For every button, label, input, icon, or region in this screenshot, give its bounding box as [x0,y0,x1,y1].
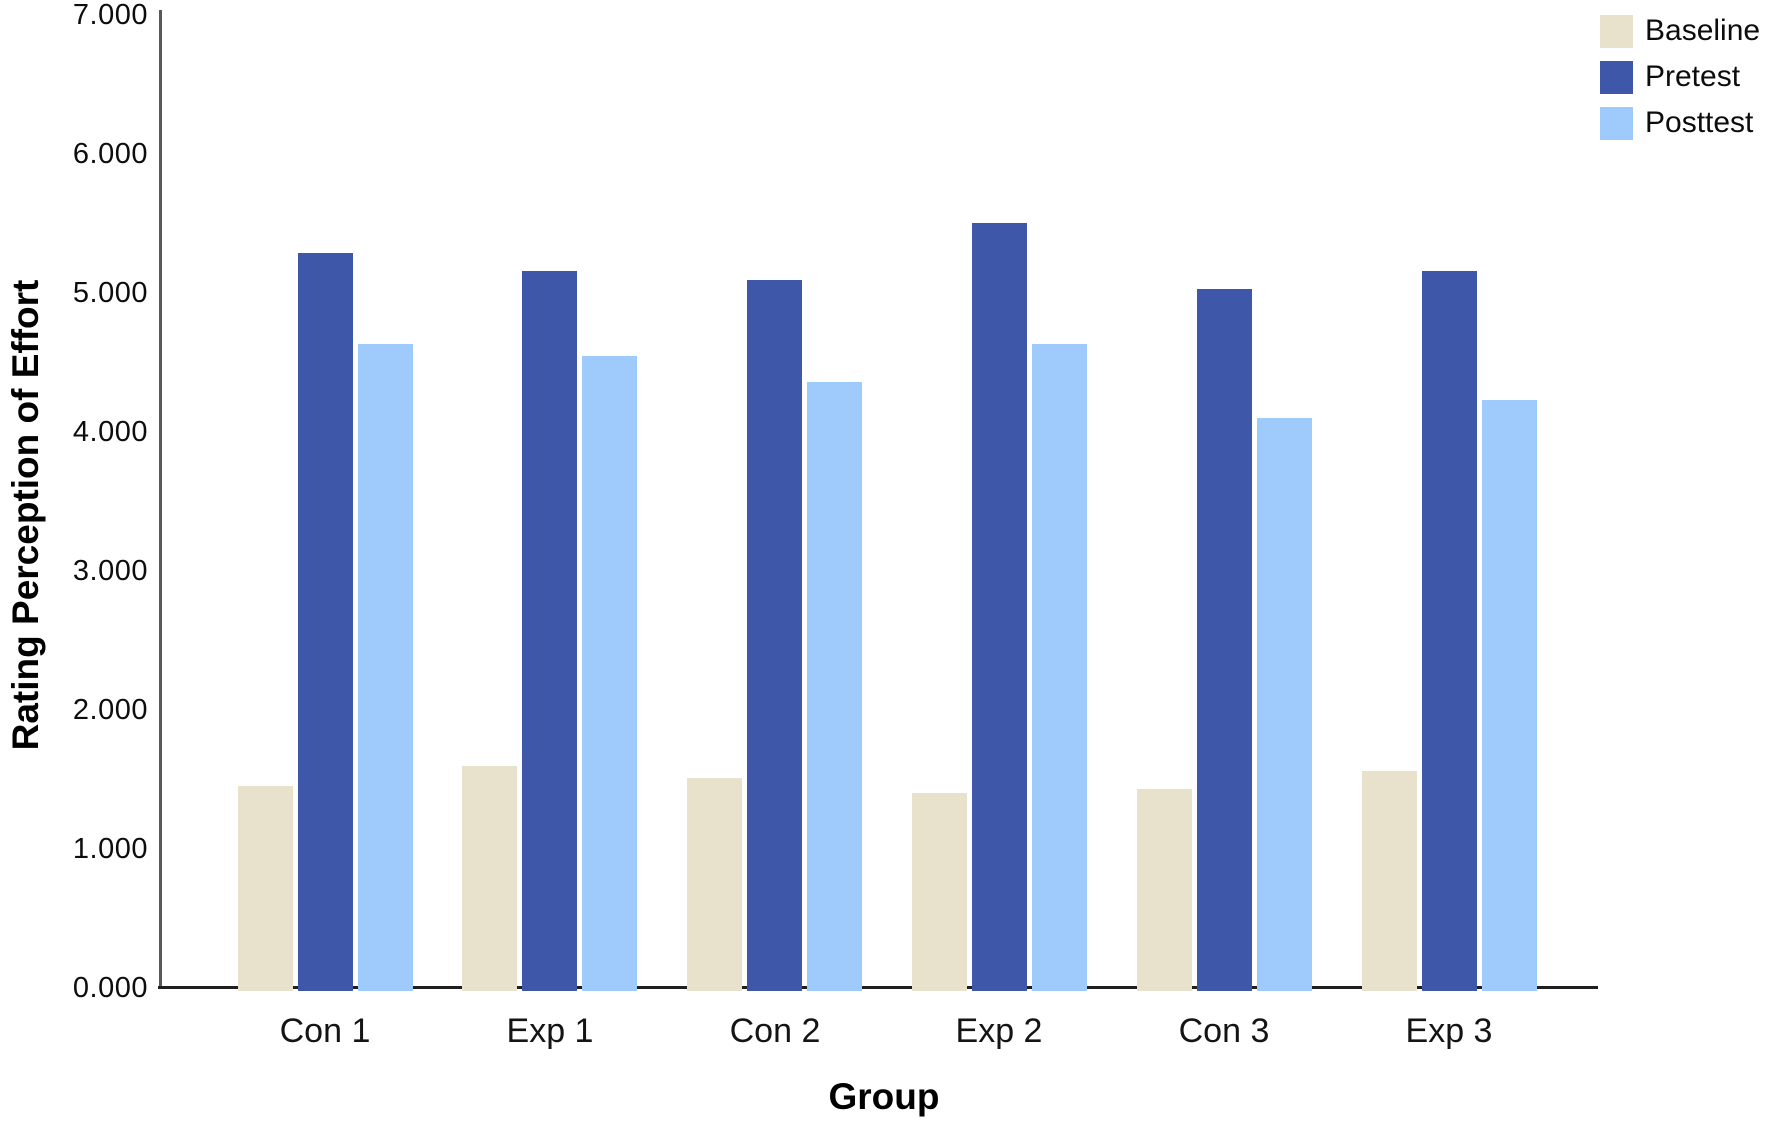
bar-posttest-exp-3 [1482,400,1537,991]
x-tick-label-exp-3: Exp 3 [1405,1012,1493,1050]
bar-posttest-con-1 [358,344,413,991]
bar-pretest-con-3 [1197,289,1252,991]
x-axis-line [158,986,1598,989]
x-axis-title: Group [828,1076,940,1117]
bar-pretest-con-1 [298,253,353,991]
y-tick-label-1.000: 1.000 [72,833,148,865]
bar-posttest-con-2 [807,382,862,991]
legend-item-posttest: Posttest [1600,106,1760,140]
legend: Baseline Pretest Posttest [1600,14,1760,152]
y-tick-label-7.000: 7.000 [72,0,148,31]
y-tick-label-0.000: 0.000 [72,972,148,1004]
y-tick-label-5.000: 5.000 [72,277,148,309]
legend-swatch-posttest [1600,106,1633,140]
bar-baseline-con-3 [1137,789,1192,991]
bar-baseline-con-1 [238,786,293,991]
legend-swatch-pretest [1600,60,1633,94]
x-tick-label-exp-1: Exp 1 [506,1012,594,1050]
legend-swatch-baseline [1600,14,1633,48]
bar-posttest-exp-1 [582,356,637,991]
legend-label-posttest: Posttest [1645,106,1754,139]
legend-label-pretest: Pretest [1645,60,1741,93]
y-tick-label-2.000: 2.000 [72,694,148,726]
bar-pretest-exp-1 [522,271,577,991]
y-axis-line [159,10,162,989]
legend-item-pretest: Pretest [1600,60,1760,94]
bar-baseline-exp-2 [912,793,967,991]
bar-posttest-exp-2 [1032,344,1087,991]
bar-pretest-con-2 [747,280,802,991]
legend-label-baseline: Baseline [1645,14,1761,47]
y-axis-title: Rating Perception of Effort [5,279,46,751]
bar-baseline-exp-3 [1362,771,1417,991]
y-tick-label-4.000: 4.000 [72,416,148,448]
x-tick-label-con-1: Con 1 [279,1012,371,1050]
x-tick-label-exp-2: Exp 2 [955,1012,1043,1050]
y-tick-label-3.000: 3.000 [72,555,148,587]
bar-posttest-con-3 [1257,418,1312,991]
y-tick-label-6.000: 6.000 [72,138,148,170]
bar-pretest-exp-2 [972,223,1027,991]
bar-baseline-exp-1 [462,766,517,991]
bar-pretest-exp-3 [1422,271,1477,991]
x-tick-label-con-3: Con 3 [1178,1012,1270,1050]
x-tick-label-con-2: Con 2 [729,1012,821,1050]
bar-baseline-con-2 [687,778,742,991]
legend-item-baseline: Baseline [1600,14,1760,48]
